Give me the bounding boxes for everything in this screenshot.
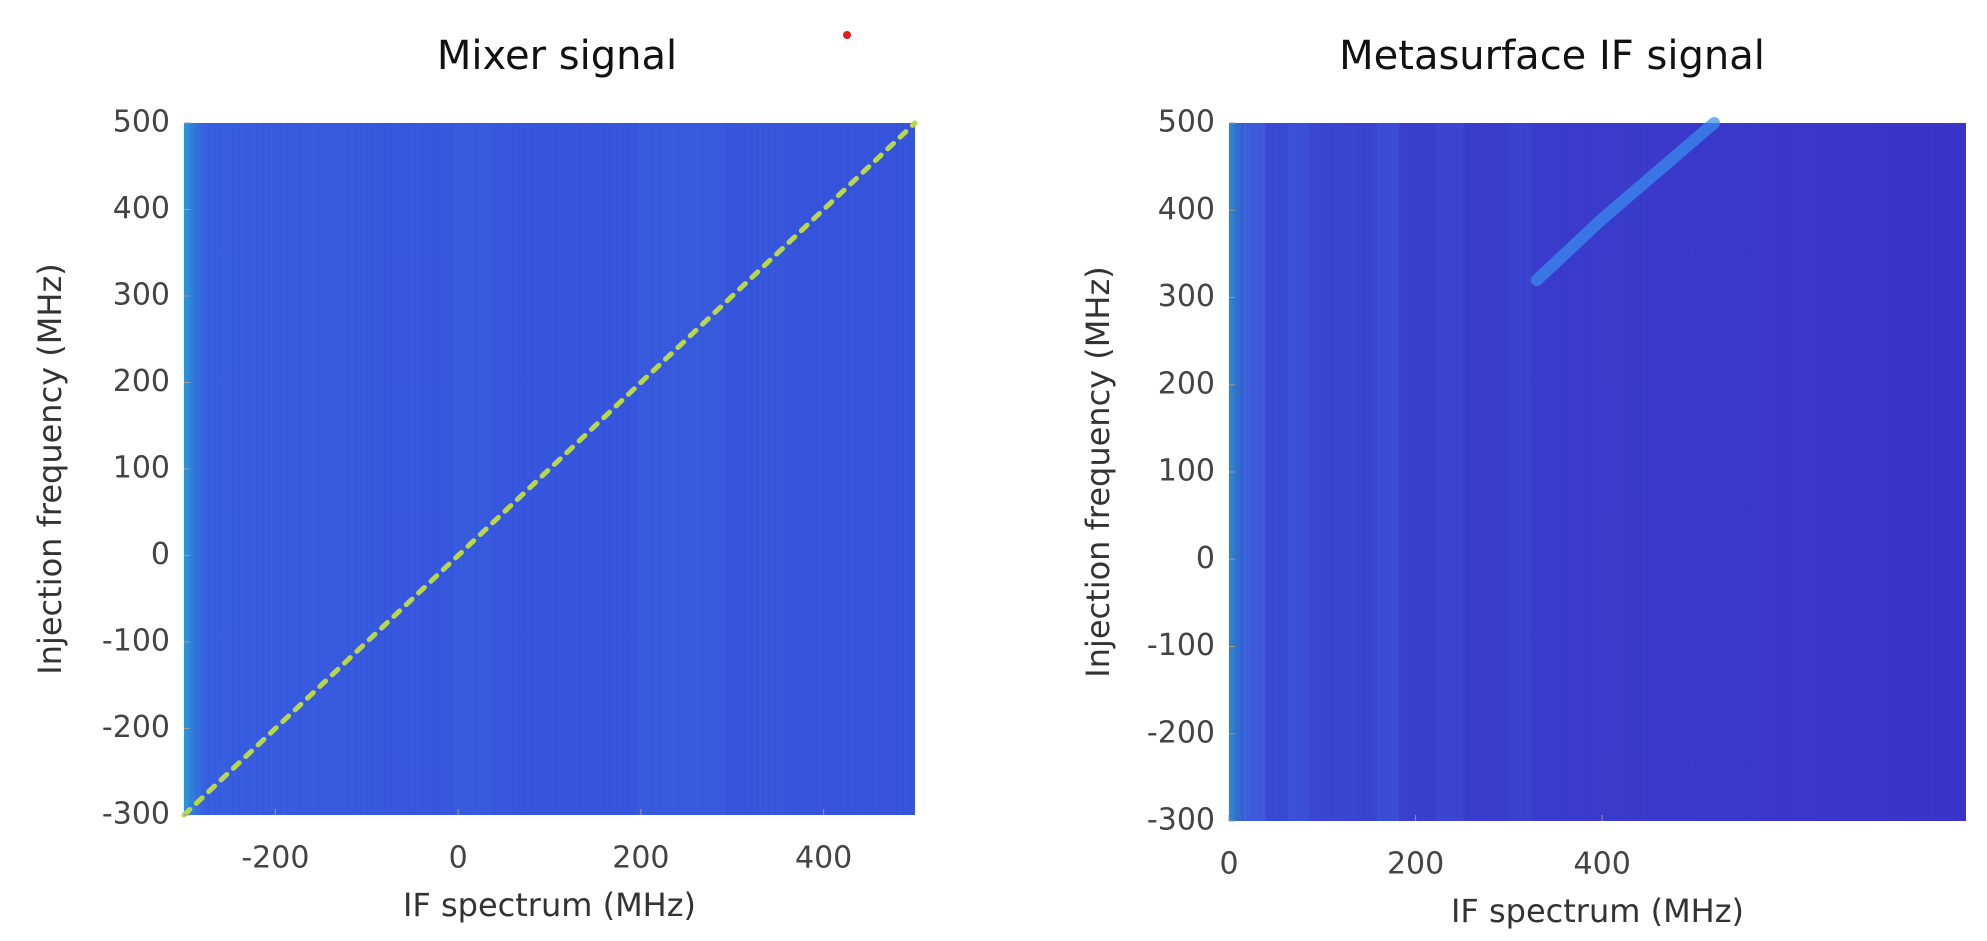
y-tick-label: 100 [113, 451, 170, 486]
heatmap-stripe [1509, 123, 1532, 821]
signal-trace [181, 120, 918, 818]
y-tick-label: 0 [1196, 541, 1215, 576]
heatmap-stripe [637, 123, 725, 815]
y-axis-label: Injection frequency (MHz) [31, 263, 69, 674]
signal-trace [1530, 117, 1721, 287]
y-tick-label: -200 [1147, 715, 1215, 750]
heatmap-stripe [754, 123, 791, 815]
chart-title: Mixer signal [437, 33, 677, 79]
y-tick-label: 400 [113, 191, 170, 226]
y-tick-label: -100 [102, 624, 170, 659]
y-tick-label: 200 [1158, 366, 1215, 401]
x-tick-label: 200 [1387, 847, 1444, 882]
x-axis-label: IF spectrum (MHz) [1451, 892, 1744, 930]
y-tick-label: -300 [1147, 803, 1215, 838]
marker-dot [843, 31, 851, 39]
y-tick-label: 200 [113, 364, 170, 399]
heatmap-stripe [1376, 123, 1399, 821]
heatmap-shading [1229, 123, 1966, 821]
x-axis-label: IF spectrum (MHz) [403, 886, 696, 924]
y-tick-label: -200 [102, 710, 170, 745]
y-tick-label: 0 [151, 537, 170, 572]
y-tick-label: -100 [1147, 628, 1215, 663]
heatmap-stripe [1287, 123, 1311, 821]
x-tick-label: 0 [1219, 847, 1238, 882]
heatmap-stripe [454, 123, 492, 815]
y-tick-label: 500 [113, 105, 170, 140]
heatmap-stripe [1435, 123, 1465, 821]
x-tick-label: 0 [449, 841, 468, 876]
y-tick-label: 100 [1158, 454, 1215, 489]
y-axis-label: Injection frequency (MHz) [1079, 266, 1117, 677]
x-tick-label: 400 [795, 841, 852, 876]
y-tick-label: 300 [113, 278, 170, 313]
x-tick-label: -200 [241, 841, 309, 876]
heatmap-stripe [1243, 123, 1266, 821]
y-tick-label: 500 [1158, 105, 1215, 140]
chart-title: Metasurface IF signal [1339, 33, 1765, 79]
x-tick-label: 200 [612, 841, 669, 876]
x-tick-label: 400 [1574, 847, 1631, 882]
y-tick-label: -300 [102, 797, 170, 832]
y-tick-label: 400 [1158, 192, 1215, 227]
y-tick-label: 300 [1158, 279, 1215, 314]
